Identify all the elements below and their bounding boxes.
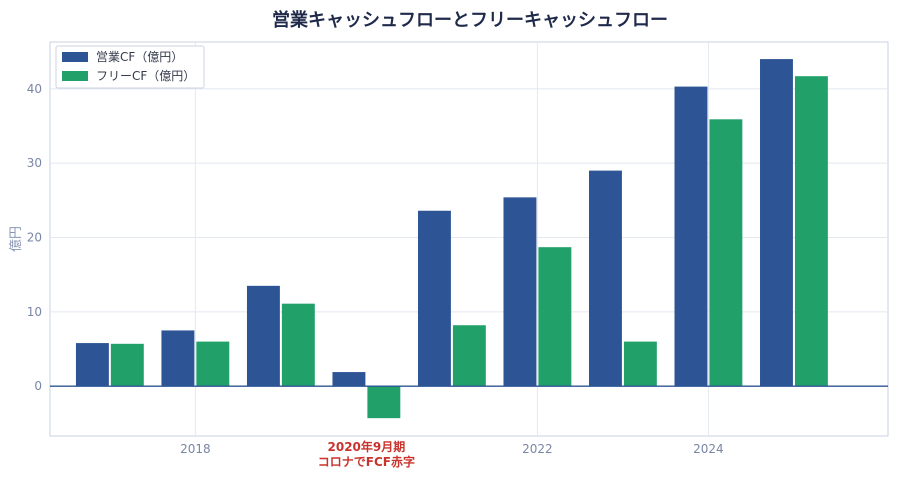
bar-free-cf xyxy=(367,386,401,419)
bar-free-cf xyxy=(709,119,743,387)
y-tick-label: 40 xyxy=(27,82,42,96)
bar-operating-cf xyxy=(760,59,793,387)
y-axis-label: 億円 xyxy=(8,226,24,252)
bar-operating-cf xyxy=(417,210,451,387)
bar-free-cf xyxy=(452,325,486,387)
x-tick-label: 2018 xyxy=(180,442,211,456)
legend-label-operating-cf: 営業CF（億円） xyxy=(96,50,183,64)
grid-lines xyxy=(50,42,888,436)
legend-swatch-free-cf xyxy=(62,71,88,81)
bar-operating-cf xyxy=(588,170,622,387)
bars xyxy=(75,59,828,419)
x-tick-labels: 2018 2022 2024 xyxy=(180,442,724,456)
x-tick-label: 2024 xyxy=(693,442,724,456)
bar-operating-cf xyxy=(75,343,109,387)
bar-free-cf xyxy=(196,341,230,387)
chart-title: 営業キャッシュフローとフリーキャッシュフロー xyxy=(272,9,668,31)
bar-operating-cf xyxy=(246,285,280,387)
y-tick-labels: 0 10 20 30 40 xyxy=(27,82,42,393)
bar-free-cf xyxy=(281,303,315,387)
legend-swatch-operating-cf xyxy=(62,52,88,62)
annotation-line: 2020年9月期 xyxy=(328,439,406,454)
bar-operating-cf xyxy=(674,86,708,387)
y-tick-label: 0 xyxy=(34,379,42,393)
annotation-line: コロナでFCF赤字 xyxy=(318,454,415,469)
bar-operating-cf xyxy=(503,197,537,387)
bar-free-cf xyxy=(794,76,828,387)
bar-free-cf xyxy=(623,341,657,387)
plot-area xyxy=(49,41,889,437)
bar-operating-cf xyxy=(161,330,195,387)
y-tick-label: 20 xyxy=(27,231,42,245)
bar-operating-cf xyxy=(332,372,366,387)
y-tick-label: 10 xyxy=(27,305,42,319)
bar-free-cf xyxy=(538,247,572,387)
legend-box xyxy=(55,45,205,89)
bar-free-cf xyxy=(110,343,144,387)
x-tick-label: 2022 xyxy=(522,442,553,456)
legend-label-free-cf: フリーCF（億円） xyxy=(96,69,195,83)
y-tick-label: 30 xyxy=(27,156,42,170)
legend: 営業CF（億円） フリーCF（億円） xyxy=(55,45,205,89)
